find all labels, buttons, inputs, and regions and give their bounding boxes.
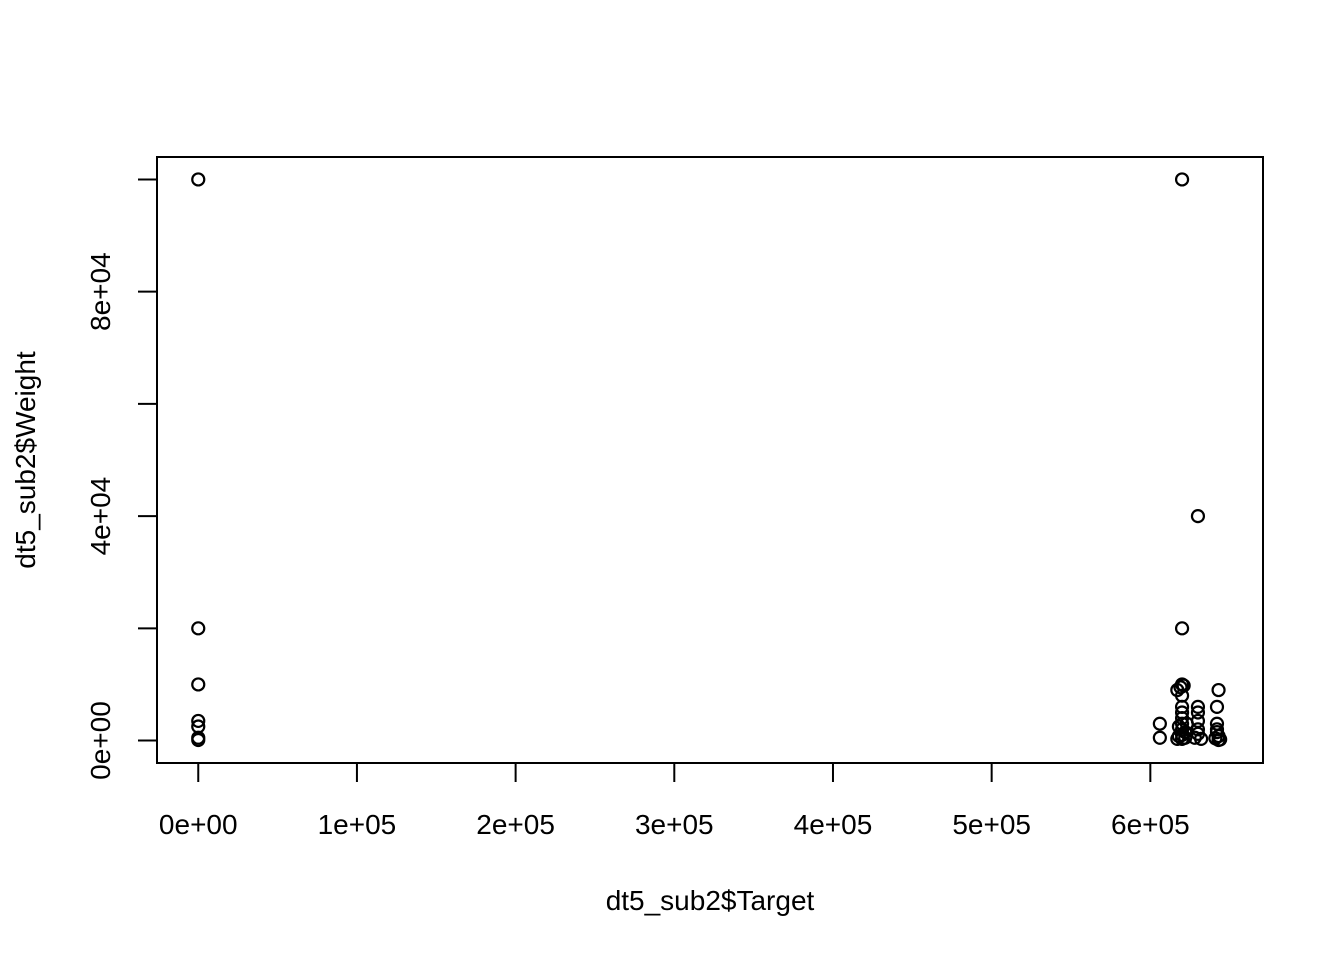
data-point (1170, 682, 1185, 698)
x-tick-label: 1e+05 (318, 809, 397, 840)
x-axis: 0e+00 1e+05 2e+05 3e+05 4e+05 5e+05 6e+05 (159, 762, 1190, 840)
data-point (1170, 731, 1185, 746)
x-tick-label: 2e+05 (476, 809, 555, 840)
data-point (1152, 730, 1167, 745)
data-point (191, 713, 206, 729)
data-point (191, 732, 206, 748)
y-tick-label: 0e+00 (85, 701, 116, 780)
x-tick-label: 6e+05 (1111, 809, 1190, 840)
data-point (1187, 730, 1202, 745)
data-point (1209, 699, 1225, 714)
data-point (1190, 699, 1206, 714)
y-axis-label: dt5_sub2$Weight (10, 351, 41, 569)
x-tick-label: 0e+00 (159, 809, 238, 840)
data-point (1174, 621, 1190, 636)
data-point (1174, 172, 1190, 187)
x-tick-label: 4e+05 (794, 809, 873, 840)
data-point (1211, 732, 1226, 748)
y-axis: 0e+00 4e+04 8e+04 (85, 178, 158, 780)
x-tick-label: 5e+05 (952, 809, 1031, 840)
x-tick-label: 3e+05 (635, 809, 714, 840)
data-point (1152, 716, 1167, 731)
data-point (1211, 682, 1226, 698)
x-axis-label: dt5_sub2$Target (606, 885, 815, 916)
plot-frame (156, 156, 1264, 764)
data-point (1190, 509, 1206, 524)
data-point (1194, 731, 1209, 746)
points-layer (191, 172, 1228, 748)
y-tick-label: 4e+04 (85, 477, 116, 556)
data-point (191, 621, 206, 636)
data-point (1178, 730, 1193, 745)
data-point (1190, 705, 1206, 720)
y-tick-label: 8e+04 (85, 252, 116, 331)
data-point (1190, 722, 1206, 737)
data-point (191, 172, 206, 187)
data-point (191, 677, 206, 692)
